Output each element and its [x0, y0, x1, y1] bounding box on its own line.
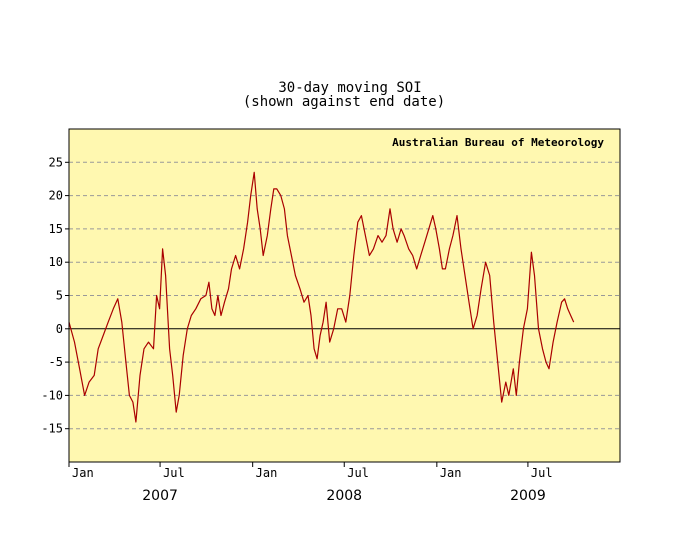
y-tick-label: -10	[41, 388, 63, 402]
y-tick-label: 10	[49, 255, 63, 269]
year-label: 2007	[142, 488, 178, 504]
grid-lines	[69, 161, 620, 430]
x-tick-label: Jul	[531, 466, 553, 480]
x-tick-label: Jul	[347, 466, 369, 480]
y-tick-label: 5	[56, 289, 63, 303]
x-tick-label: Jan	[440, 466, 462, 480]
year-labels: 2007 2008 2009	[142, 488, 545, 504]
x-tick-label: Jan	[72, 466, 94, 480]
chart-subtitle: (shown against end date)	[243, 94, 445, 110]
x-axis-ticks: Jan Jul Jan Jul Jan Jul	[68, 462, 553, 480]
y-tick-label: -5	[49, 355, 63, 369]
x-tick-label: Jan	[256, 466, 278, 480]
y-tick-label: 25	[49, 155, 63, 169]
y-tick-label: -15	[41, 422, 63, 436]
chart-title: 30-day moving SOI	[278, 80, 421, 96]
year-label: 2009	[510, 488, 546, 504]
year-label: 2008	[326, 488, 362, 504]
y-tick-label: 0	[56, 322, 63, 336]
soi-series-line	[68, 171, 575, 423]
credit-label: Australian Bureau of Meteorology	[392, 136, 604, 149]
x-tick-label: Jul	[163, 466, 185, 480]
y-tick-label: 15	[49, 222, 63, 236]
y-tick-label: 20	[49, 189, 63, 203]
y-axis-ticks: 25 20 15 10 5 0 -5 -10 -15	[41, 155, 69, 436]
